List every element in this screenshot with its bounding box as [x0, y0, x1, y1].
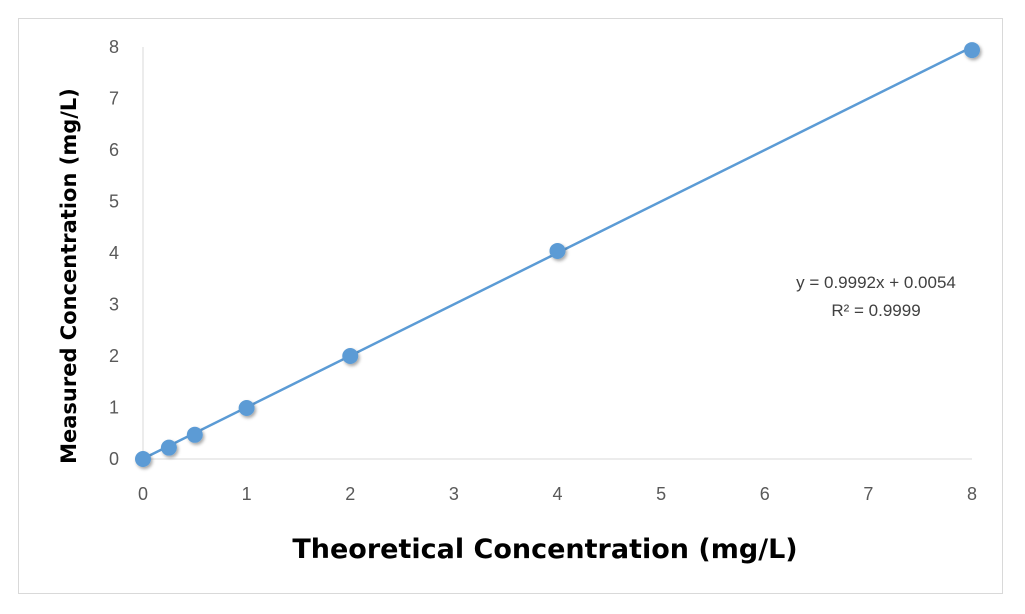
- data-point: [135, 451, 151, 467]
- y-tick-label: 1: [109, 398, 119, 418]
- x-tick-label: 0: [138, 484, 148, 504]
- x-axis-title: Theoretical Concentration (mg/L): [292, 534, 797, 565]
- y-tick-label: 4: [109, 243, 119, 263]
- data-point: [160, 439, 177, 456]
- x-tick-label: 3: [449, 484, 459, 504]
- y-tick-label: 6: [109, 140, 119, 160]
- x-tick-label: 4: [552, 484, 562, 504]
- y-tick-label: 3: [109, 295, 119, 315]
- trendline-equation-label: y = 0.9992x + 0.0054: [796, 273, 956, 292]
- x-tick-label: 7: [863, 484, 873, 504]
- y-tick-label: 8: [109, 37, 119, 57]
- data-point: [964, 42, 980, 59]
- y-tick-label: 2: [109, 346, 119, 366]
- x-tick-label: 6: [760, 484, 770, 504]
- x-tick-label: 8: [967, 484, 977, 504]
- x-tick-label: 2: [345, 484, 355, 504]
- x-tick-label: 5: [656, 484, 666, 504]
- y-tick-label: 7: [109, 89, 119, 109]
- data-point: [186, 426, 203, 443]
- x-tick-label: 1: [242, 484, 252, 504]
- y-tick-label: 5: [109, 192, 119, 212]
- data-point: [549, 242, 566, 259]
- r-squared-label: R² = 0.9999: [831, 301, 920, 320]
- y-tick-label: 0: [109, 449, 119, 469]
- data-point: [342, 348, 359, 364]
- y-axis-title: Measured Concentration (mg/L): [57, 88, 81, 464]
- data-point: [238, 400, 255, 417]
